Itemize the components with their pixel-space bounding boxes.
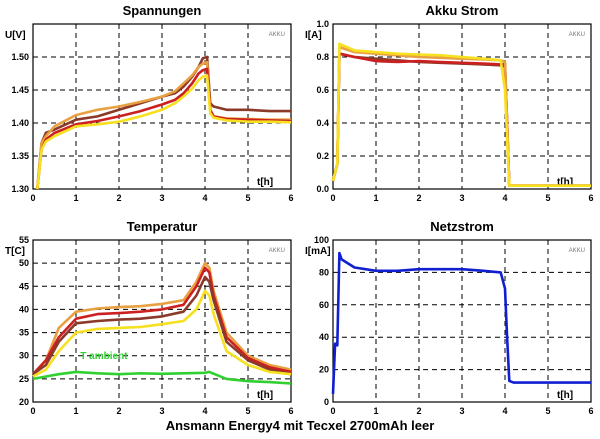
watermark-label: AKKU	[569, 248, 585, 254]
series-line-2	[32, 275, 292, 376]
x-axis-label: t[h]	[257, 177, 273, 188]
y-tick-label: 50	[19, 258, 29, 268]
x-tick-label: 1	[73, 193, 78, 203]
x-tick-label: 5	[545, 406, 550, 416]
y-tick-label: 1.45	[11, 85, 29, 95]
y-tick-label: 1.30	[11, 184, 29, 194]
y-axis-label: U[V]	[5, 30, 26, 41]
x-tick-label: 2	[116, 406, 121, 416]
y-tick-label: 1.35	[11, 151, 29, 161]
y-tick-label: 40	[19, 304, 29, 314]
x-tick-label: 0	[30, 193, 35, 203]
y-tick-label: 45	[19, 281, 29, 291]
chart-title: Spannungen	[123, 3, 202, 18]
x-tick-label: 3	[459, 193, 464, 203]
x-tick-label: 4	[502, 406, 507, 416]
series-line-3	[36, 74, 292, 190]
x-axis-label: t[h]	[257, 390, 273, 401]
y-tick-label: 60	[319, 300, 329, 310]
y-tick-label: 1.0	[316, 19, 329, 29]
x-tick-label: 3	[459, 406, 464, 416]
series-line-2	[36, 67, 292, 190]
y-axis-label: T[C]	[5, 246, 25, 257]
y-tick-label: 0.2	[316, 151, 329, 161]
x-tick-label: 5	[245, 406, 250, 416]
y-axis-label: I[A]	[305, 30, 322, 41]
x-tick-label: 6	[588, 193, 593, 203]
x-tick-label: 2	[416, 406, 421, 416]
x-tick-label: 2	[416, 193, 421, 203]
series-line-0	[331, 251, 591, 394]
series-line-3	[32, 289, 292, 378]
x-tick-label: 0	[330, 406, 335, 416]
x-tick-label: 4	[202, 406, 207, 416]
y-tick-label: 25	[19, 374, 29, 384]
x-tick-label: 3	[159, 406, 164, 416]
y-tick-label: 20	[319, 365, 329, 375]
chart-title: Akku Strom	[426, 3, 499, 18]
x-tick-label: 5	[245, 193, 250, 203]
chart-title: Temperatur	[127, 219, 198, 234]
watermark-label: AKKU	[569, 32, 585, 38]
y-tick-label: 30	[19, 351, 29, 361]
x-tick-label: 0	[30, 406, 35, 416]
x-tick-label: 6	[588, 406, 593, 416]
x-tick-label: 4	[202, 193, 207, 203]
y-tick-label: 1.40	[11, 118, 29, 128]
x-tick-label: 0	[330, 193, 335, 203]
x-axis-label: t[h]	[557, 390, 573, 401]
y-tick-label: 100	[314, 235, 329, 245]
x-tick-label: 2	[116, 193, 121, 203]
plot-frame	[32, 23, 292, 190]
x-tick-label: 4	[502, 193, 507, 203]
y-tick-label: 55	[19, 235, 29, 245]
series-line-3	[331, 42, 591, 187]
plot-frame	[332, 239, 592, 403]
x-tick-label: 1	[373, 406, 378, 416]
y-tick-label: 0.6	[316, 85, 329, 95]
y-tick-label: 0.0	[316, 184, 329, 194]
y-tick-label: 0.4	[316, 118, 329, 128]
series-line-1	[32, 266, 292, 376]
y-tick-label: 35	[19, 328, 29, 338]
x-axis-label: t[h]	[557, 177, 573, 188]
series-line-4	[32, 370, 292, 385]
x-tick-label: 6	[288, 193, 293, 203]
series-line-0	[32, 261, 292, 376]
x-tick-label: 1	[73, 406, 78, 416]
y-tick-label: 20	[19, 397, 29, 407]
watermark-label: AKKU	[269, 248, 285, 254]
annotation-label: T ambient	[80, 351, 128, 362]
plot-frame	[332, 23, 592, 190]
y-tick-label: 80	[319, 267, 329, 277]
y-tick-label: 40	[319, 332, 329, 342]
x-tick-label: 6	[288, 406, 293, 416]
y-tick-label: 0.8	[316, 52, 329, 62]
y-axis-label: I[mA]	[305, 246, 331, 257]
plot-frame	[32, 239, 292, 403]
chart-title: Netzstrom	[430, 219, 494, 234]
y-tick-label: 0	[324, 397, 329, 407]
chart-panel-0: Spannungen U[V] 0 1 2 3 4 5 6 1.30 1.35 1.40 1.45 1.5…	[5, 3, 294, 203]
figure-caption: Ansmann Energy4 mit Tecxel 2700mAh leer	[165, 418, 435, 433]
chart-panel-1: Akku Strom I[A] 0 1 2 3 4 5 6 0.0 0.2 0.4 0.6 0.8 1.0 t…	[305, 3, 594, 203]
x-tick-label: 1	[373, 193, 378, 203]
y-tick-label: 1.50	[11, 52, 29, 62]
series-line-0	[36, 55, 291, 190]
watermark-label: AKKU	[269, 32, 285, 38]
x-tick-label: 3	[159, 193, 164, 203]
x-tick-label: 5	[545, 193, 550, 203]
